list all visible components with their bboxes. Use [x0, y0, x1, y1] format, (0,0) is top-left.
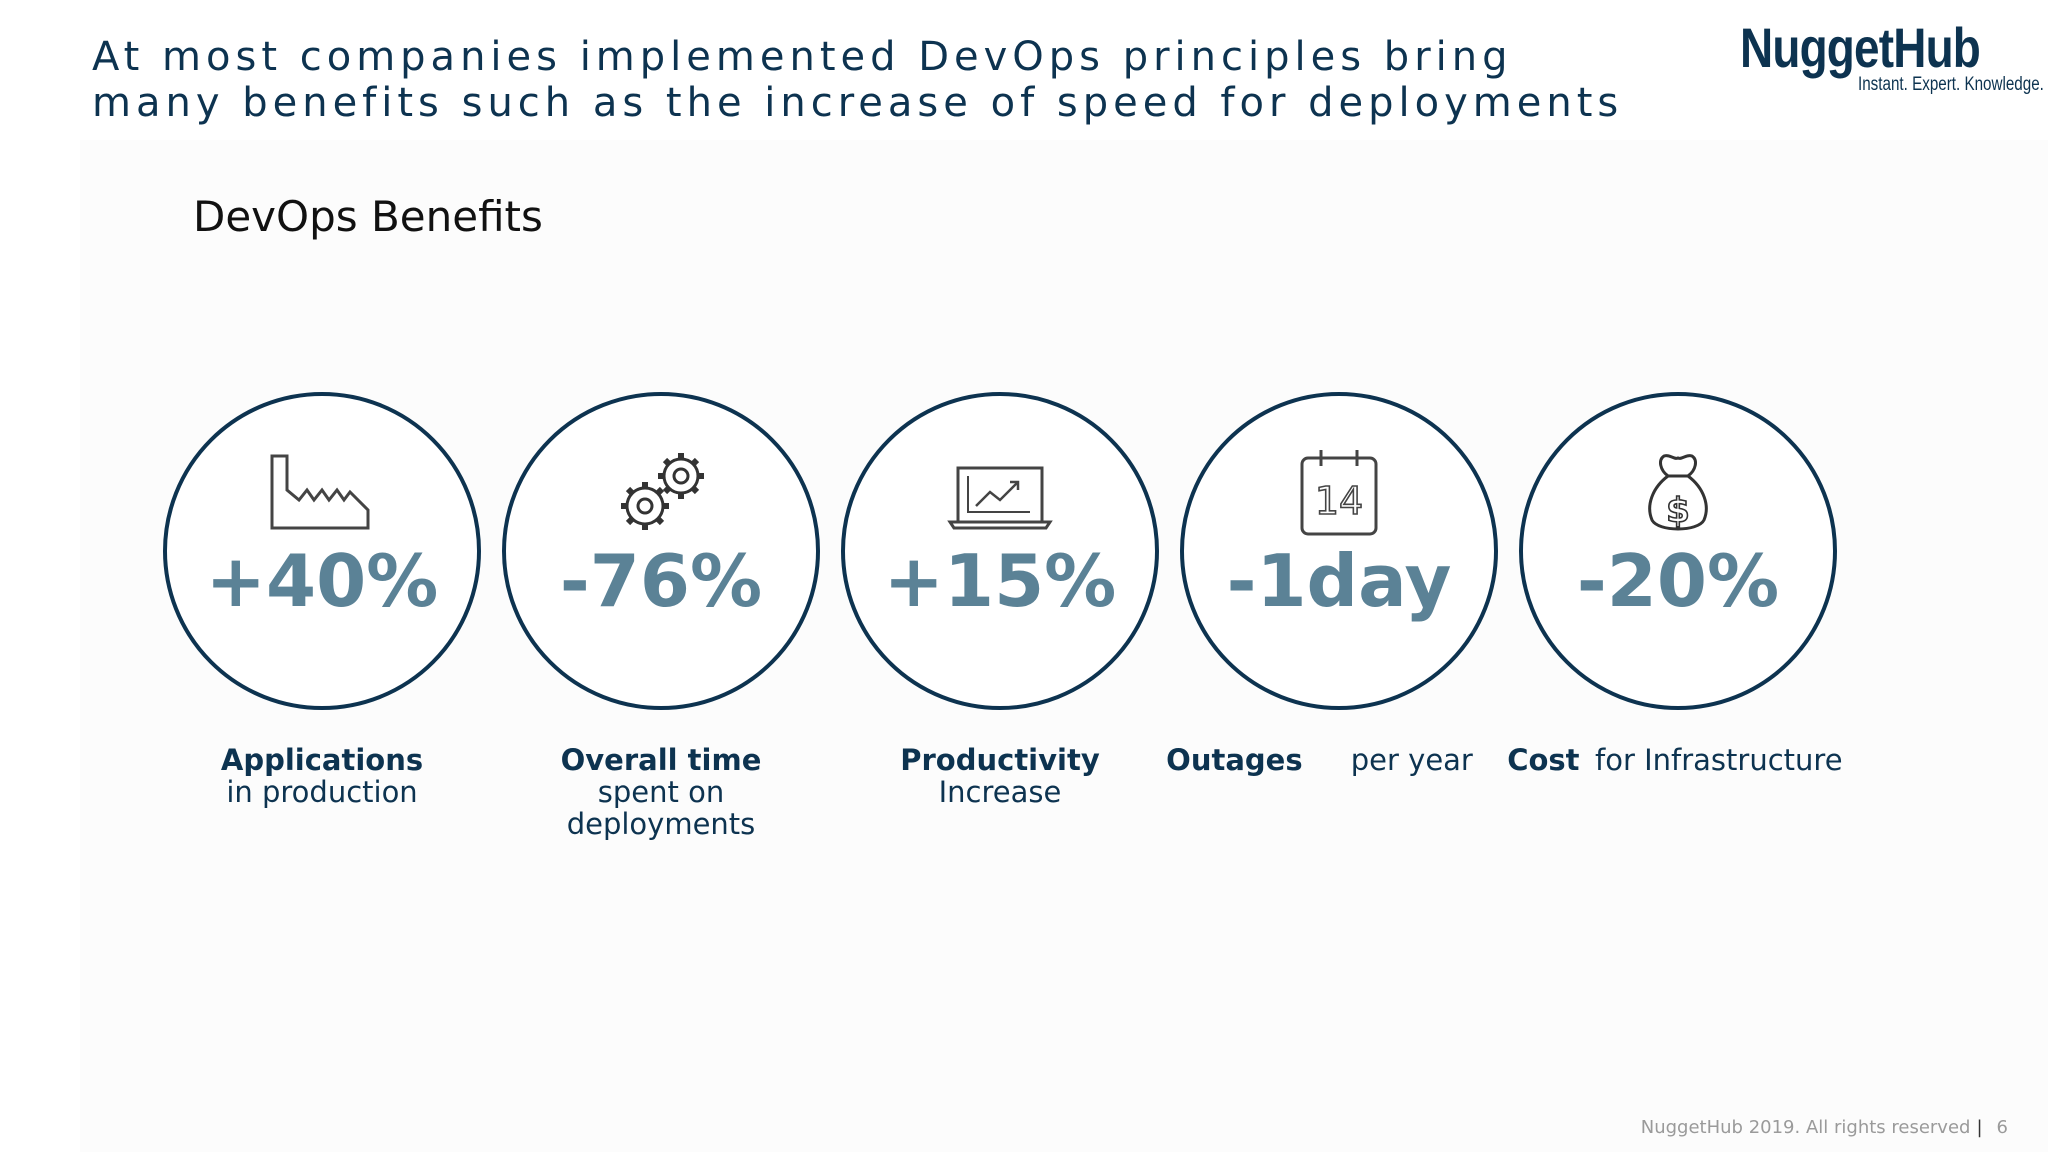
stat-circle: 14 -1day: [1180, 392, 1498, 710]
calendar-day: 14: [1315, 479, 1363, 523]
laptop-chart-icon: [940, 448, 1060, 538]
stat-caption: Outages per year: [1140, 744, 1538, 776]
stat-value: +15%: [883, 539, 1117, 623]
stat-circle: +40%: [163, 392, 481, 710]
caption-bold: Productivity: [900, 743, 1100, 777]
stat-outages: 14 -1day Outages per year: [1166, 392, 1498, 776]
money-bag-icon: $: [1618, 448, 1738, 538]
caption-rest: for Infrastructure: [1595, 743, 1843, 777]
stat-circle: -76%: [502, 392, 820, 710]
stat-caption: Applications in production: [123, 744, 521, 808]
stat-value: -1day: [1226, 539, 1452, 623]
caption-rest: per year: [1350, 743, 1473, 777]
caption-bold: Overall time: [560, 743, 762, 777]
gears-icon: [601, 448, 721, 538]
stat-applications: +40% Applications in production: [163, 392, 481, 808]
stat-caption: Overall time spent on deployments: [462, 744, 860, 840]
logo-tagline: Instant. Expert. Knowledge.: [1858, 74, 2044, 95]
caption-bold: Cost: [1507, 743, 1580, 777]
footer: NuggetHub 2019. All rights reserved | 6: [1641, 1117, 2008, 1138]
stat-caption: Cost for Infrastructure: [1479, 744, 1877, 776]
stat-infrastructure-cost: $ -20% Cost for Infrastructure: [1507, 392, 1843, 776]
stat-productivity: +15% Productivity Increase: [841, 392, 1159, 808]
stat-circle: $ -20%: [1519, 392, 1837, 710]
caption-rest: Increase: [938, 775, 1062, 809]
dollar-sign: $: [1666, 491, 1690, 531]
stat-circle: +15%: [841, 392, 1159, 710]
caption-rest: spent on deployments: [566, 775, 756, 841]
footer-copyright: NuggetHub 2019. All rights reserved: [1640, 1117, 1971, 1138]
caption-bold: Outages: [1166, 743, 1303, 777]
logo-name: NuggetHub: [1740, 16, 1981, 79]
headline: At most companies implemented DevOps pri…: [92, 34, 1624, 126]
section-title: DevOps Benefits: [193, 192, 543, 241]
caption-rest: in production: [226, 775, 418, 809]
factory-icon: [262, 448, 382, 538]
stat-value: -76%: [559, 539, 763, 623]
footer-separator: |: [1976, 1117, 1983, 1138]
nuggethub-logo: NuggetHub Instant. Expert. Knowledge.: [1740, 16, 2044, 98]
calendar-icon: 14: [1279, 448, 1399, 538]
caption-bold: Applications: [220, 743, 424, 777]
stat-value: -20%: [1576, 539, 1780, 623]
stat-value: +40%: [205, 539, 439, 623]
stat-caption: Productivity Increase: [801, 744, 1199, 808]
page-number: 6: [1996, 1117, 2008, 1138]
stat-deployment-time: -76% Overall time spent on deployments: [502, 392, 820, 840]
